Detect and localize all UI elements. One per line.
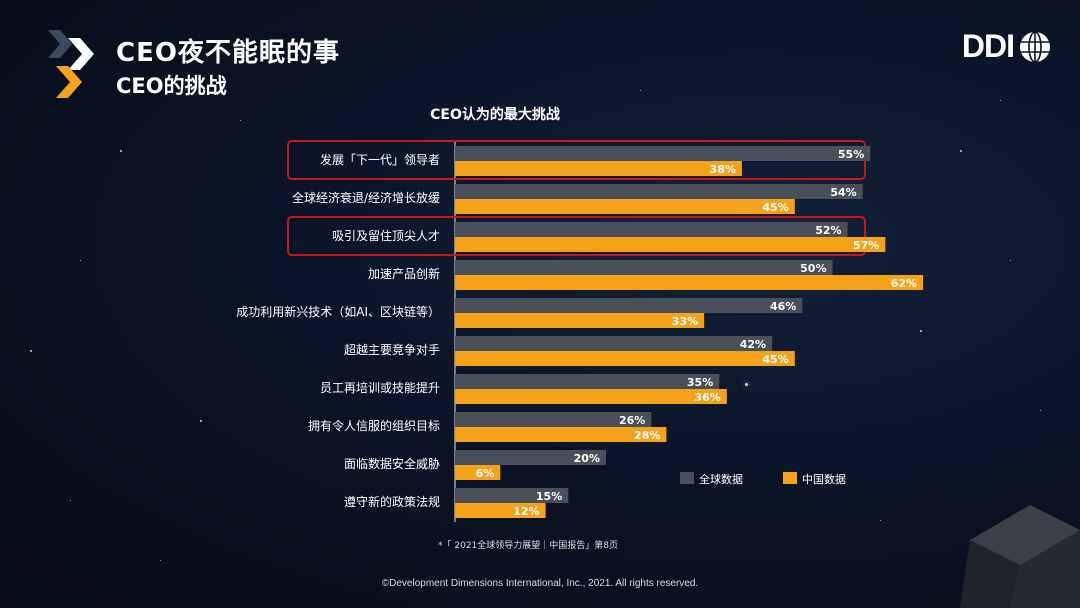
data-label-global: 54% [830,186,856,199]
data-label-china: 12% [513,505,539,518]
category-label: 遵守新的政策法规 [344,494,440,509]
data-label-global: 20% [574,452,600,465]
bar-global [455,184,863,199]
bar-china [455,237,886,252]
bar-china [455,389,727,404]
data-label-china: 33% [672,315,698,328]
bar-global [455,298,803,313]
highlight-box [287,216,866,256]
bar-china [455,351,795,366]
category-label: 成功利用新兴技术（如AI、区块链等） [236,304,440,319]
bar-global [455,374,720,389]
bar-china [455,313,705,328]
data-label-china: 45% [762,353,788,366]
bar-global [455,260,833,275]
bar-china [455,465,501,480]
legend-swatch-global [680,472,694,484]
globe-icon [1020,30,1050,63]
copyright: ©Development Dimensions International, I… [381,578,699,589]
bar-global [455,336,773,351]
page-title: CEO夜不能眠的事 [116,38,340,68]
category-label: 员工再培训或技能提升 [320,380,440,395]
bar-china [455,503,546,518]
chart-title: CEO认为的最大挑战 [430,107,560,123]
ddi-logo: DDI [962,28,1052,65]
category-label: 发展「下一代」领导者 [320,152,440,167]
cube-decoration [960,505,1080,608]
data-label-china: 62% [891,277,917,290]
bar-global [455,222,848,237]
bar-china [455,427,667,442]
category-label: 全球经济衰退/经济增长放缓 [292,190,440,205]
legend-label-global: 全球数据 [699,472,743,486]
category-label: 吸引及留住顶尖人才 [332,229,440,243]
data-label-global: 52% [815,224,841,237]
data-label-china: 28% [634,429,660,442]
chevron-logo-icon [48,30,94,98]
data-label-global: 46% [770,300,796,313]
data-label-china: 38% [710,163,736,176]
category-label: 加速产品创新 [368,266,440,281]
bar-global [455,450,606,465]
bar-china [455,275,924,290]
bar-china [455,199,795,214]
data-label-china: 45% [762,201,788,214]
legend-swatch-china [783,472,797,484]
data-label-china: 36% [694,391,720,404]
data-label-global: 26% [619,414,645,427]
bar-china [455,161,742,176]
bar-global [455,488,569,503]
category-label: 超越主要竞争对手 [344,342,440,357]
category-label: 面临数据安全威胁 [344,456,440,471]
page-subtitle: CEO的挑战 [116,74,227,98]
data-label-global: 50% [800,262,826,275]
data-label-china: 57% [853,239,879,252]
data-label-global: 35% [687,376,713,389]
data-label-china: 6% [476,467,495,480]
brand-text: DDI [961,28,1015,64]
data-label-global: 42% [740,338,766,351]
data-label-global: 55% [838,148,864,161]
footnote: *「 2021全球领导力展望｜中国报告」第8页 [438,541,618,551]
bar-global [455,412,652,427]
data-label-global: 15% [536,490,562,503]
bar-global [455,146,871,161]
category-label: 拥有令人信服的组织目标 [308,418,440,433]
legend-label-china: 中国数据 [802,472,846,486]
